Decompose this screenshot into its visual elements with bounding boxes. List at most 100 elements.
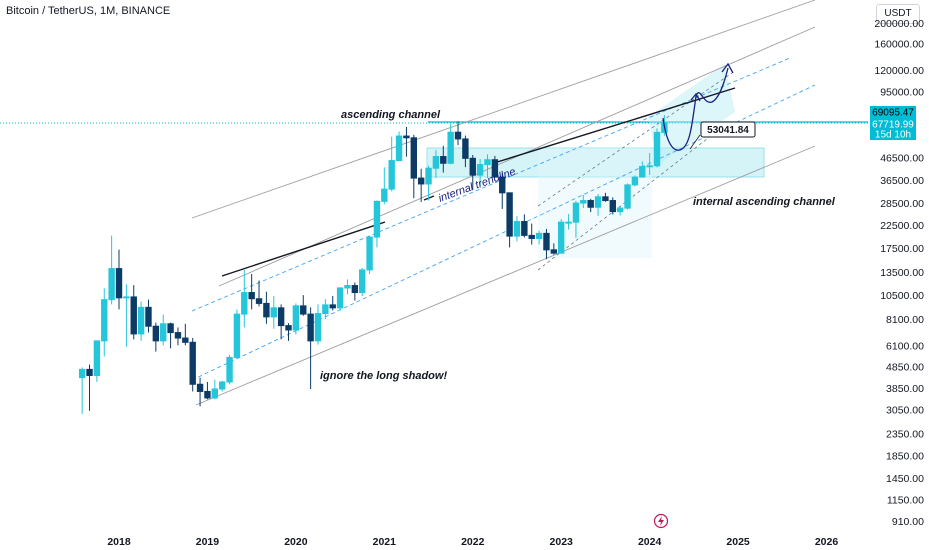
price-tick-label: 8100.00 <box>886 314 924 326</box>
candle-down <box>550 249 558 254</box>
time-tick-label: 2022 <box>461 536 485 548</box>
target-price-box <box>700 121 756 138</box>
high-price-badge-text: 69095.47 <box>872 108 914 119</box>
price-tick-label: 1450.00 <box>886 473 924 485</box>
candle-up <box>513 221 521 237</box>
arrow-head-2 <box>721 62 734 74</box>
candle-down <box>528 234 535 239</box>
candle-up <box>631 176 639 186</box>
candle-down <box>167 323 174 334</box>
candle-down <box>86 368 93 376</box>
candle-down <box>196 383 204 392</box>
target-leader <box>689 134 701 150</box>
candle-down <box>285 325 292 331</box>
channel-lower-line <box>195 145 816 406</box>
candle-up <box>594 196 602 208</box>
candle-up <box>616 207 624 213</box>
candle-up <box>580 200 587 204</box>
candle-up <box>639 165 646 178</box>
candle-down <box>145 306 152 327</box>
price-tick-label: 13500.00 <box>880 267 924 279</box>
candle-up <box>211 388 219 399</box>
candle-up <box>292 305 300 331</box>
price-tick-label: 46500.00 <box>880 153 924 165</box>
flash-icon[interactable] <box>653 513 669 529</box>
projection-path <box>662 67 729 151</box>
candle-down <box>521 221 528 236</box>
candle-down <box>189 341 196 385</box>
candle-down <box>499 176 506 194</box>
candle-down <box>506 192 513 237</box>
candle-up <box>558 221 565 254</box>
projection-curve <box>662 62 734 151</box>
target-price-text: 53041.84 <box>707 125 749 136</box>
annotation-ignore-shadow: ignore the long shadow! <box>320 370 447 382</box>
price-tick-label: 4850.00 <box>886 361 924 373</box>
candle-up <box>336 287 344 309</box>
candle-up <box>366 236 373 271</box>
price-tick-label: 3850.00 <box>886 383 924 395</box>
candle-up <box>653 131 661 167</box>
candle-up <box>432 156 440 169</box>
arrow-head-1 <box>690 92 701 102</box>
price-tick-label: 95000.00 <box>880 87 924 99</box>
candle-up <box>108 268 115 301</box>
candle-down <box>351 285 359 294</box>
candle-up <box>388 160 395 190</box>
time-tick-label: 2024 <box>638 536 662 548</box>
candle-up <box>425 167 432 185</box>
candle-down <box>174 332 182 339</box>
candle-down <box>130 296 137 335</box>
price-tick-label: 6100.00 <box>886 340 924 352</box>
candle-up <box>78 368 86 379</box>
high-price-badge <box>870 106 916 118</box>
time-tick-label: 2019 <box>196 536 220 548</box>
candle-down <box>440 156 447 164</box>
candle-up <box>646 165 653 168</box>
candle-down <box>609 200 616 213</box>
candle-down <box>602 196 609 202</box>
candle-down <box>115 268 123 299</box>
dashed-upper <box>191 57 791 312</box>
candle-up <box>476 164 484 176</box>
price-tick-label: 910.00 <box>892 516 924 528</box>
candle-up <box>535 232 543 239</box>
price-tick-label: 160000.00 <box>874 39 924 51</box>
candle-down <box>454 131 462 140</box>
price-tick-label: 22500.00 <box>880 220 924 232</box>
current-price-badge-text: 67719.99 <box>872 120 914 131</box>
currency-selector[interactable]: USDT <box>876 4 920 24</box>
candle-up <box>344 285 351 289</box>
candle-down <box>469 157 476 176</box>
candle-down <box>300 305 307 315</box>
candle-up <box>137 306 145 335</box>
candle-up <box>218 381 226 390</box>
price-tick-label: 1150.00 <box>887 494 924 506</box>
channel-upper-line <box>191 0 816 219</box>
candle-down <box>417 177 425 185</box>
time-tick-label: 2023 <box>550 536 574 548</box>
candle-up <box>233 313 241 358</box>
early-trendline <box>221 221 386 277</box>
candle-up <box>484 159 491 166</box>
candle-down <box>182 337 189 343</box>
candles <box>78 115 668 414</box>
annotation-ascending-channel: ascending channel <box>341 109 441 121</box>
candle-down <box>152 325 160 342</box>
candle-up <box>123 296 130 299</box>
candle-down <box>204 390 211 399</box>
candle-down <box>587 200 594 208</box>
candle-down <box>462 138 469 159</box>
time-tick-label: 2021 <box>373 536 397 548</box>
candle-up <box>381 188 388 202</box>
candle-up <box>270 307 277 318</box>
flash-icon-bolt <box>658 516 664 526</box>
annotation-internal-ascending-channel: internal ascending channel <box>693 196 836 208</box>
resistance-zone <box>426 147 765 178</box>
price-axis: 200000.00 160000.00 120000.00 95000.00 46500… <box>874 18 924 528</box>
target-zone <box>648 64 735 165</box>
candle-down <box>491 159 499 178</box>
candle-down <box>277 307 285 327</box>
time-tick-label: 2025 <box>726 536 750 548</box>
